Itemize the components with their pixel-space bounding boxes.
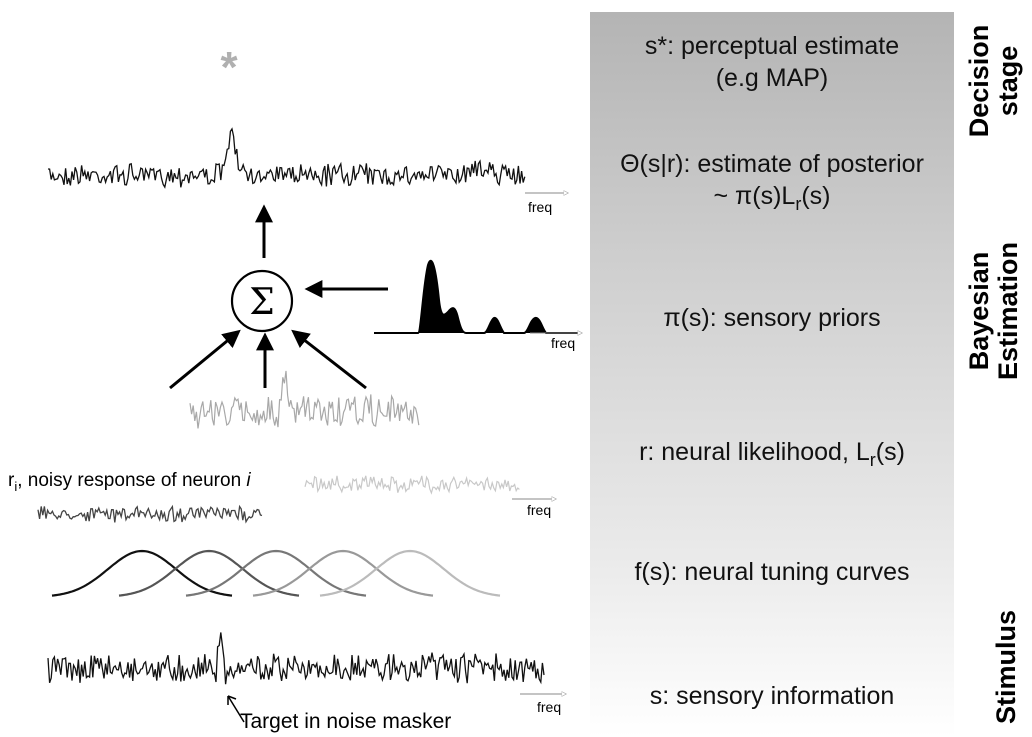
tuning-curve-2 (118, 549, 300, 597)
neuron-response-label: ri, noisy response of neuron i (8, 470, 251, 494)
tuning-curve-5 (319, 549, 501, 597)
freq-label-posterior: freq (528, 199, 552, 215)
posterior-text: Θ(s|r): estimate of posterior ~ π(s)Lr(s… (590, 148, 954, 220)
priors-text: π(s): sensory priors (663, 304, 881, 332)
posterior-line-2: ~ π(s)Lr(s) (590, 180, 954, 220)
tuning-curve-1 (51, 549, 233, 597)
side-bayesian-line-1: Bayesian (964, 251, 994, 371)
posterior-pre: ~ π(s)L (713, 182, 796, 210)
tuning-curve-3 (185, 549, 367, 597)
likelihood-pre: r: neural likelihood, L (639, 438, 870, 466)
neuron-label-pre: r (8, 470, 15, 491)
peak-star-icon: * (220, 43, 238, 92)
sensory-text: s: sensory information (649, 682, 895, 710)
side-decision-line-1: Decision (964, 24, 994, 138)
freq-label-stimulus: freq (537, 699, 561, 715)
side-label-stimulus: Stimulus (991, 609, 1022, 724)
posterior-line-1: Θ(s|r): estimate of posterior (620, 150, 924, 178)
posterior-sub: r (795, 194, 802, 214)
freq-label-prior: freq (551, 335, 575, 351)
side-stimulus-line-1: Stimulus (991, 609, 1021, 724)
arrow-left-to-sum (169, 329, 241, 390)
noise-traces (37, 127, 545, 685)
side-decision-line-2: stage (993, 45, 1023, 117)
likelihood-sub: r (869, 450, 876, 470)
likelihood-post: (s) (875, 438, 905, 466)
target-label: Target in noise masker (240, 710, 452, 733)
decision-stage-text: s*: perceptual estimate (e.g MAP) (590, 30, 954, 94)
neuron-label-sub: i (14, 478, 18, 494)
tuning-curves (51, 549, 501, 597)
likelihood-trace-right (304, 475, 520, 495)
tuning-curve-4 (252, 549, 434, 597)
freq-label-response: freq (527, 502, 551, 518)
decision-line-2: (e.g MAP) (715, 64, 829, 92)
likelihood-trace-center (189, 370, 420, 429)
decision-line-1: s*: perceptual estimate (644, 32, 900, 60)
neuron-response-trace (37, 504, 263, 524)
neuron-label-italic: i (246, 470, 251, 491)
prior-distribution (374, 259, 580, 334)
neuron-label-mid: , noisy response of neuron (17, 470, 247, 491)
sum-symbol: Σ (249, 282, 274, 323)
stimulus-trace (47, 632, 545, 685)
posterior-trace (47, 127, 526, 189)
side-label-decision-stage: Decision stage (964, 21, 1023, 141)
target-callout-arrow-icon (227, 695, 237, 705)
stage-panel (590, 12, 954, 737)
tuning-text: f(s): neural tuning curves (634, 558, 910, 586)
side-bayesian-line-2: Estimation (993, 241, 1023, 381)
arrow-right-to-sum (291, 329, 367, 390)
sum-node (230, 269, 294, 333)
diagram-art: * Σ freq freq freq freq (37, 43, 590, 723)
target-callout-line (227, 695, 245, 723)
side-label-bayesian-estimation: Bayesian Estimation (964, 228, 1023, 394)
posterior-post: (s) (801, 182, 831, 210)
likelihood-text: r: neural likelihood, Lr(s) (590, 436, 954, 476)
